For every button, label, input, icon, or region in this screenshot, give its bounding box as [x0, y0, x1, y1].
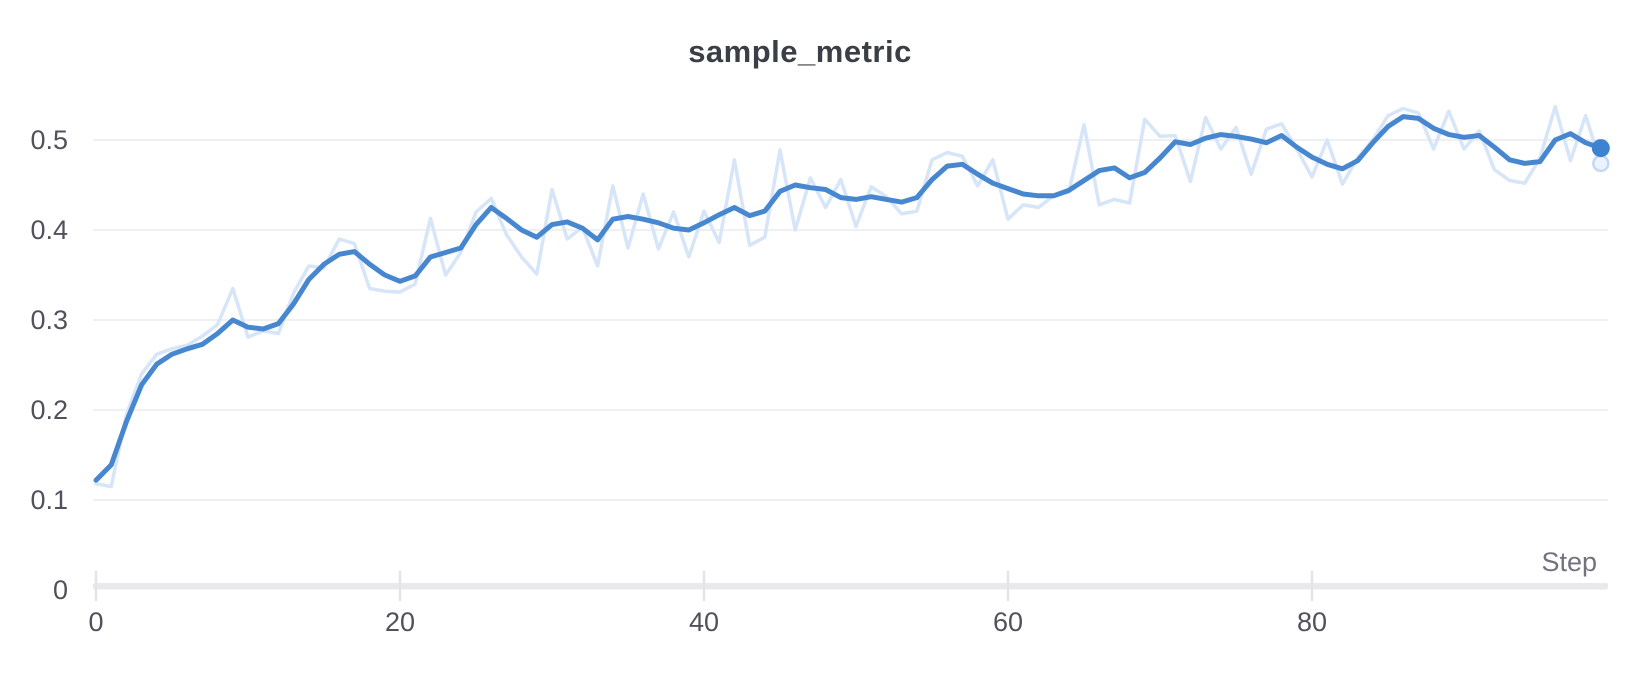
y-axis-tick-label: 0: [53, 575, 68, 605]
x-axis-title: Step: [1541, 547, 1597, 577]
x-axis-tick-label: 40: [689, 607, 719, 637]
x-axis-tick-label: 80: [1297, 607, 1327, 637]
y-axis-tick-label: 0.2: [30, 395, 68, 425]
last-raw-point-marker[interactable]: [1592, 154, 1610, 173]
y-axis-tick-label: 0.5: [30, 125, 68, 155]
y-axis-tick-label: 0.4: [30, 215, 68, 245]
smoothed-series-line[interactable]: [93, 114, 1604, 483]
last-point-marker[interactable]: [1591, 139, 1610, 158]
x-axis-tick-label: 60: [993, 607, 1023, 637]
y-axis-tick-label: 0.1: [30, 485, 68, 515]
raw-series-line[interactable]: [94, 104, 1603, 489]
x-axis-line: [93, 583, 1608, 590]
chart-title: sample_metric: [688, 34, 912, 69]
y-axis-tick-label: 0.3: [30, 305, 68, 335]
x-axis-tick-label: 0: [88, 607, 103, 637]
x-axis-tick-label: 20: [385, 607, 415, 637]
